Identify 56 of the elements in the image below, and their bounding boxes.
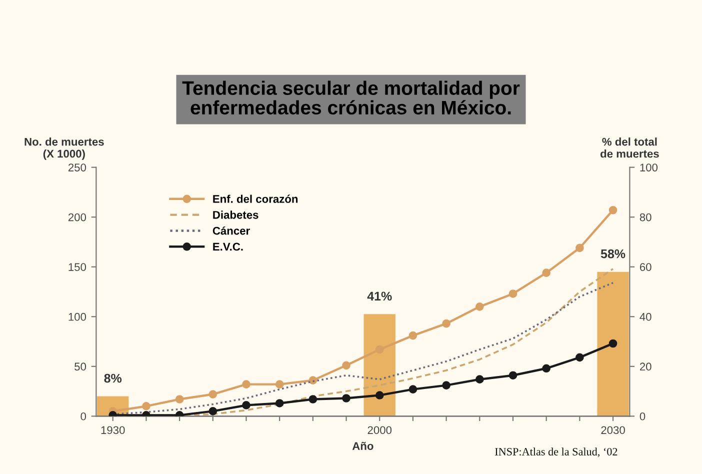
point	[442, 319, 450, 328]
legend-label: Cáncer	[212, 226, 250, 235]
chart-title: Tendencia secular de mortalidad por enfermedades crónicas en México.	[182, 80, 520, 115]
point	[442, 381, 450, 390]
legend-label: Enf. del corazón	[213, 194, 298, 203]
y2-tick-label: 80	[640, 213, 652, 222]
x-tick-label: 2000	[368, 426, 392, 434]
point	[242, 380, 250, 388]
y2-tick-label: 40	[640, 312, 652, 321]
point	[242, 401, 250, 410]
point	[508, 290, 518, 298]
point	[275, 399, 284, 408]
legend-label: E.V.C.	[213, 242, 243, 251]
point	[342, 394, 350, 402]
point	[408, 385, 418, 394]
point	[342, 361, 350, 370]
y2-tick-label: 60	[640, 263, 652, 271]
legend-label: Diabetes	[213, 210, 258, 219]
y-tick-label: 150	[68, 263, 86, 271]
y-tick-label: 0	[80, 412, 86, 420]
y2-axis-title: % del total de muertes	[600, 138, 659, 158]
data-label: 41%	[367, 292, 392, 301]
point	[142, 402, 150, 410]
point	[408, 331, 418, 340]
y-tick-label: 50	[74, 362, 86, 371]
y-tick-label: 100	[68, 312, 86, 321]
point	[542, 268, 550, 277]
point	[608, 206, 618, 214]
point	[275, 380, 284, 388]
point	[508, 371, 518, 380]
point	[175, 395, 184, 404]
data-label: 58%	[600, 249, 626, 258]
bar	[364, 314, 396, 416]
point	[308, 376, 318, 385]
y-axis-title: No. de muertes (X 1000)	[24, 138, 104, 160]
y-tick-label: 250	[68, 164, 86, 172]
point	[542, 364, 550, 373]
point	[208, 390, 218, 398]
x-axis-title: Año	[352, 442, 374, 450]
point	[375, 391, 384, 400]
text: INSP:Atlas de la Salud, ‘02	[495, 448, 618, 458]
point	[576, 244, 584, 252]
y2-tick-label: 0	[640, 412, 646, 420]
y2-tick-label: 20	[640, 362, 652, 371]
x-tick-label: 1930	[101, 426, 125, 434]
point	[475, 375, 484, 384]
point	[475, 302, 484, 311]
point	[208, 407, 218, 416]
bar	[597, 272, 629, 416]
y-tick-label: 200	[68, 213, 86, 222]
point	[576, 353, 584, 362]
data-label: 8%	[104, 374, 122, 383]
x-tick-label: 2030	[601, 426, 625, 434]
y2-tick-label: 100	[640, 164, 658, 172]
point	[308, 395, 318, 404]
point	[608, 339, 618, 348]
